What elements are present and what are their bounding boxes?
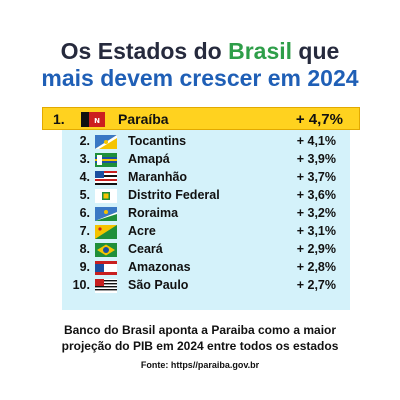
state-name: Amazonas — [128, 260, 191, 274]
state-name: Ceará — [128, 242, 163, 256]
roraima-flag-icon — [95, 207, 117, 221]
caption-line-2: projeção do PIB em 2024 entre todos os e… — [61, 339, 339, 353]
growth-value: + 3,6% — [296, 188, 336, 202]
rank-label: 2. — [79, 134, 90, 148]
state-name: São Paulo — [128, 278, 189, 292]
ranking-row-9: 9. Amazonas + 2,8% — [62, 259, 350, 277]
title-line-1: Os Estados do Brasil que — [0, 36, 400, 66]
state-name: Amapá — [128, 152, 170, 166]
ranking-row-8: 8. Ceará + 2,9% — [62, 241, 350, 259]
state-name: Distrito Federal — [128, 188, 220, 202]
growth-value: + 3,2% — [296, 206, 336, 220]
ranking-row-1: 1. N Paraíba + 4,7% — [42, 107, 360, 130]
rank-label: 1. — [53, 111, 65, 127]
state-name: Paraíba — [118, 111, 169, 127]
maranhao-flag-icon — [95, 171, 117, 185]
amapa-flag-icon — [95, 153, 117, 167]
rank-label: 3. — [79, 152, 90, 166]
caption-line-1: Banco do Brasil aponta a Paraiba como a … — [63, 323, 337, 337]
growth-value: + 4,1% — [296, 134, 336, 148]
rank-label: 5. — [79, 188, 90, 202]
sao-paulo-flag-icon — [95, 279, 117, 293]
ranking-row-10: 10. São Paulo + 2,7% — [62, 277, 350, 295]
rank-label: 4. — [79, 170, 90, 184]
ranking-row-4: 4. Maranhão + 3,7% — [62, 169, 350, 187]
state-name: Roraima — [128, 206, 179, 220]
distrito-federal-flag-icon — [95, 189, 117, 203]
growth-value: + 4,7% — [295, 111, 343, 128]
title-brasil: Brasil — [228, 38, 293, 64]
ranking-row-7: 7. Acre + 3,1% — [62, 223, 350, 241]
ranking-row-6: 6. Roraima + 3,2% — [62, 205, 350, 223]
rank-label: 7. — [79, 224, 90, 238]
growth-value: + 2,8% — [296, 260, 336, 274]
ceara-flag-icon — [95, 243, 117, 257]
title-part: que — [292, 38, 340, 64]
rank-label: 8. — [79, 242, 90, 256]
ranking-row-2: 2. Tocantins + 4,1% — [62, 133, 350, 151]
state-name: Acre — [128, 224, 156, 238]
growth-value: + 2,7% — [296, 278, 336, 292]
state-name: Tocantins — [128, 134, 187, 148]
title-line-2: mais devem crescer em 2024 — [41, 65, 359, 91]
amazonas-flag-icon — [95, 261, 117, 275]
tocantins-flag-icon — [95, 135, 117, 149]
growth-value: + 3,9% — [296, 152, 336, 166]
title-part: Os Estados do — [60, 38, 229, 64]
ranking-row-3: 3. Amapá + 3,9% — [62, 151, 350, 169]
svg-text:N: N — [94, 117, 100, 125]
rank-label: 9. — [79, 260, 90, 274]
rank-label: 10. — [72, 278, 90, 292]
growth-value: + 3,1% — [296, 224, 336, 238]
state-name: Maranhão — [128, 170, 188, 184]
acre-flag-icon — [95, 225, 117, 239]
ranking-row-5: 5. Distrito Federal + 3,6% — [62, 187, 350, 205]
source-note: Fonte: https//paraiba.gov.br — [140, 360, 260, 370]
growth-value: + 3,7% — [296, 170, 336, 184]
growth-value: + 2,9% — [296, 242, 336, 256]
paraiba-flag-icon: N — [81, 112, 105, 127]
rank-label: 6. — [79, 206, 90, 220]
